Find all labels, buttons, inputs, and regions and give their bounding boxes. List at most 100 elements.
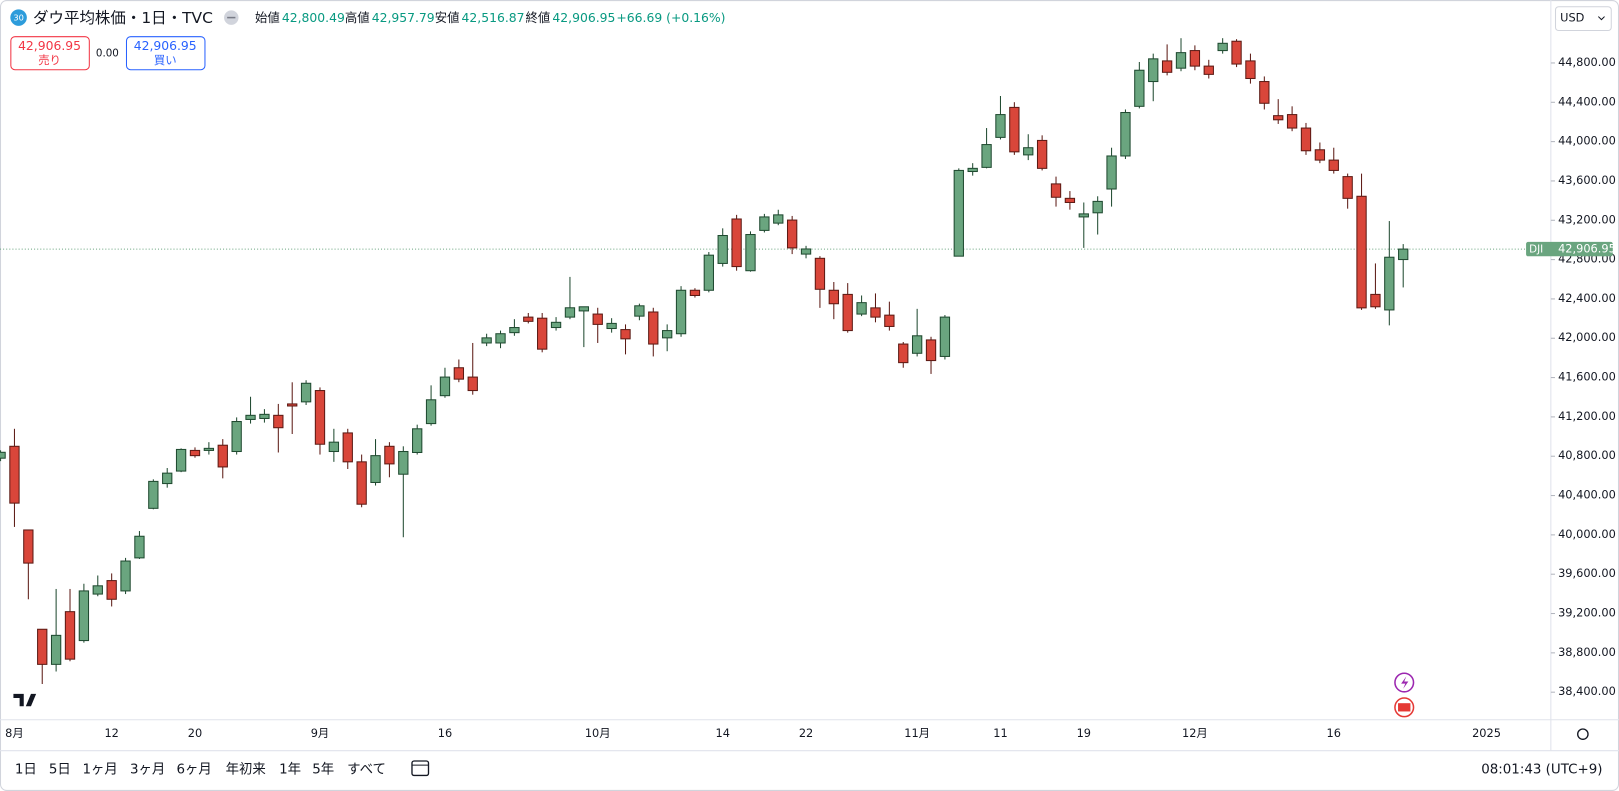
- candle-body: [120, 560, 131, 592]
- range-button[interactable]: 1年: [279, 761, 301, 777]
- buy-label: 買い: [154, 53, 177, 67]
- candle-body: [981, 144, 992, 168]
- toolbar: 1日 5日 1ヶ月 3ヶ月 6ヶ月 年初来 1年 5年 すべて: [15, 761, 386, 777]
- candle-body: [203, 447, 215, 451]
- candle-body: [259, 413, 270, 419]
- candle-body: [439, 376, 451, 397]
- candle-body: [1259, 81, 1270, 104]
- candle-body: [1078, 213, 1089, 218]
- y-tick-label: 44,400.00: [1558, 94, 1616, 108]
- candle-body: [745, 234, 756, 272]
- settings-icon[interactable]: [1577, 728, 1589, 741]
- x-tick-label: 12: [104, 726, 118, 740]
- ohlc-value: 42,800.49: [282, 10, 345, 25]
- candle-body: [995, 114, 1006, 138]
- sell-button[interactable]: [10, 36, 90, 71]
- candle-body: [1273, 115, 1284, 121]
- candle-body: [773, 214, 784, 224]
- range-button[interactable]: 6ヶ月: [176, 762, 211, 777]
- y-tick-label: 42,000.00: [1558, 330, 1616, 344]
- flag-icon: [1398, 703, 1411, 712]
- candle-body: [592, 313, 603, 325]
- candle-body: [1009, 106, 1020, 153]
- candle-body: [509, 327, 520, 334]
- clock[interactable]: 08:01:43 (UTC+9): [1481, 762, 1602, 777]
- candle-body: [1092, 200, 1103, 214]
- ohlc-value: 42,516.87: [462, 10, 525, 25]
- candle-body: [175, 448, 187, 472]
- candle-body: [967, 167, 978, 173]
- candle-body: [231, 421, 242, 453]
- currency-dropdown[interactable]: [1554, 6, 1612, 32]
- y-tick-label: 40,400.00: [1558, 488, 1616, 502]
- y-tick-label: 39,600.00: [1558, 566, 1616, 580]
- dropdown-arrow: [1597, 16, 1605, 21]
- candle-body: [1120, 111, 1131, 157]
- candle-body: [911, 335, 923, 354]
- candle-body: [1217, 42, 1228, 52]
- candle-body: [675, 289, 687, 335]
- candle-body: [842, 293, 853, 332]
- candle-body: [467, 376, 478, 392]
- y-tick-label: 43,600.00: [1558, 173, 1616, 187]
- range-button[interactable]: 5年: [312, 761, 334, 777]
- y-tick-label: 43,200.00: [1558, 212, 1616, 226]
- candle-body: [245, 414, 256, 420]
- candle-body: [217, 444, 228, 468]
- badge-text: 30: [13, 13, 24, 23]
- candle-body: [800, 248, 812, 255]
- buy-button[interactable]: [125, 36, 206, 71]
- y-tick-label: 38,400.00: [1558, 684, 1616, 698]
- candle-body: [92, 585, 103, 595]
- ohlc-label: 始値: [255, 10, 280, 25]
- candle-body: [300, 382, 312, 403]
- range-button[interactable]: 年初来: [226, 761, 266, 777]
- candle-body: [398, 450, 409, 475]
- candle-body: [1036, 139, 1048, 169]
- candle-body: [1356, 195, 1367, 309]
- y-tick-label: 44,000.00: [1558, 134, 1616, 148]
- buy-price: 42,906.95: [134, 38, 197, 53]
- x-tick-label: 9月: [311, 726, 330, 740]
- candle-body: [925, 339, 937, 362]
- y-tick-label: 41,200.00: [1558, 409, 1616, 423]
- candle-body: [939, 316, 951, 357]
- candle-body: [648, 311, 659, 345]
- candle-body: [537, 317, 548, 350]
- candle-body: [1106, 155, 1117, 190]
- candle-body: [828, 289, 839, 305]
- candle-body: [550, 321, 562, 329]
- candle-body: [870, 307, 881, 318]
- y-tick-label: 40,800.00: [1558, 448, 1616, 462]
- candle-body: [0, 451, 6, 459]
- candle-body: [1314, 149, 1326, 161]
- candle-body: [64, 611, 76, 660]
- candle-body: [1286, 114, 1298, 129]
- range-button[interactable]: 1日: [15, 762, 37, 777]
- candle-body: [1189, 50, 1201, 67]
- candle-body: [1203, 65, 1214, 75]
- x-tick-label: 16: [1327, 726, 1341, 740]
- candle-body: [384, 445, 395, 465]
- range-button[interactable]: すべて: [347, 761, 386, 777]
- candle-body: [342, 432, 353, 463]
- candle-body: [564, 307, 576, 318]
- candle-body: [759, 216, 770, 231]
- date-range-icon[interactable]: [411, 760, 430, 777]
- candle-body: [1370, 293, 1381, 308]
- candle-body: [1328, 159, 1339, 171]
- range-button[interactable]: 1ヶ月: [82, 762, 117, 777]
- range-button[interactable]: 3ヶ月: [130, 762, 165, 777]
- x-tick-label: 22: [799, 726, 813, 740]
- last-price-tag: [1526, 241, 1613, 257]
- candle-body: [1148, 58, 1159, 83]
- candle-body: [884, 314, 895, 327]
- candle-body: [106, 580, 117, 600]
- x-tick-label: 10月: [585, 726, 611, 740]
- symbol-title[interactable]: ダウ平均株価・1日・TVC: [33, 9, 213, 27]
- range-button[interactable]: 5日: [49, 762, 71, 777]
- y-tick-label: 40,000.00: [1558, 527, 1616, 541]
- axes: 38,400.00 38,800.00 39,200.00 39,600.00 40,0…: [5, 55, 1616, 740]
